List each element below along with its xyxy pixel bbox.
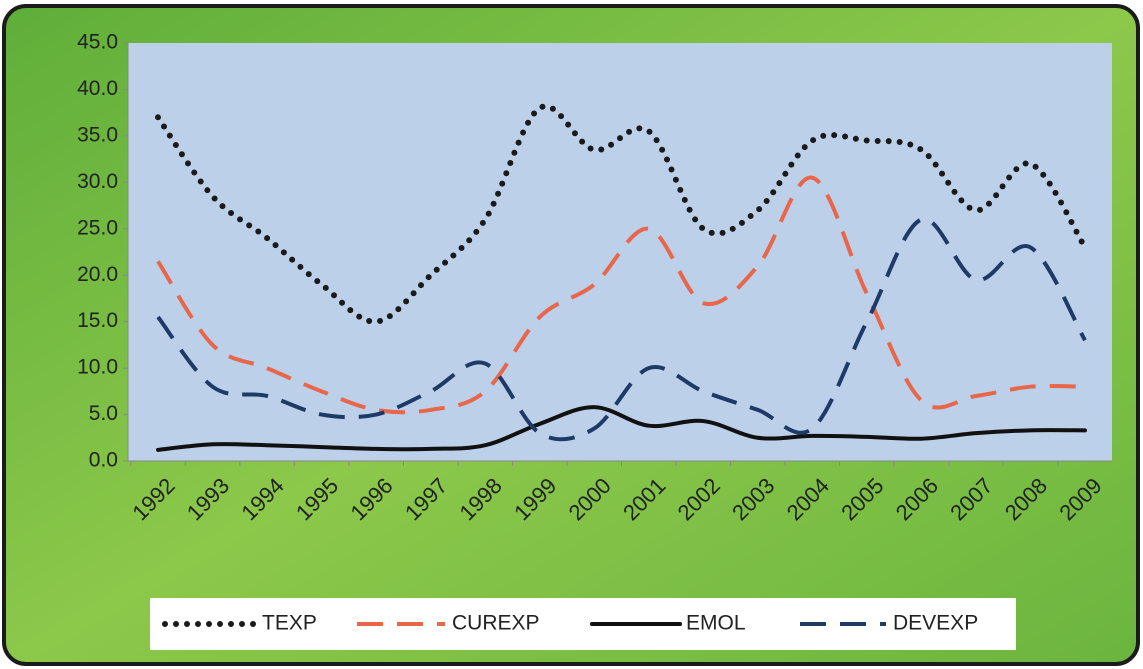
legend-box — [150, 598, 1016, 650]
y-tick-label: 25.0 — [77, 216, 118, 239]
plot-area — [128, 43, 1112, 461]
series-line — [156, 175, 1086, 415]
legend-label: CUREXP — [452, 612, 540, 635]
y-tick-label: 40.0 — [77, 77, 118, 100]
y-tick-label: 20.0 — [77, 263, 118, 286]
legend-label: EMOL — [686, 612, 746, 635]
legend-label: TEXP — [262, 612, 317, 635]
series-line — [155, 103, 1088, 325]
y-tick-label: 0.0 — [89, 449, 118, 472]
y-tick-label: 15.0 — [77, 309, 118, 332]
series-line — [156, 405, 1087, 452]
y-tick-label: 35.0 — [77, 123, 118, 146]
y-tick-label: 30.0 — [77, 170, 118, 193]
y-tick-label: 45.0 — [77, 31, 118, 54]
series-line — [156, 217, 1087, 442]
legend-label: DEVEXP — [893, 612, 978, 635]
y-tick-label: 10.0 — [77, 356, 118, 379]
y-tick-label: 5.0 — [89, 402, 118, 425]
